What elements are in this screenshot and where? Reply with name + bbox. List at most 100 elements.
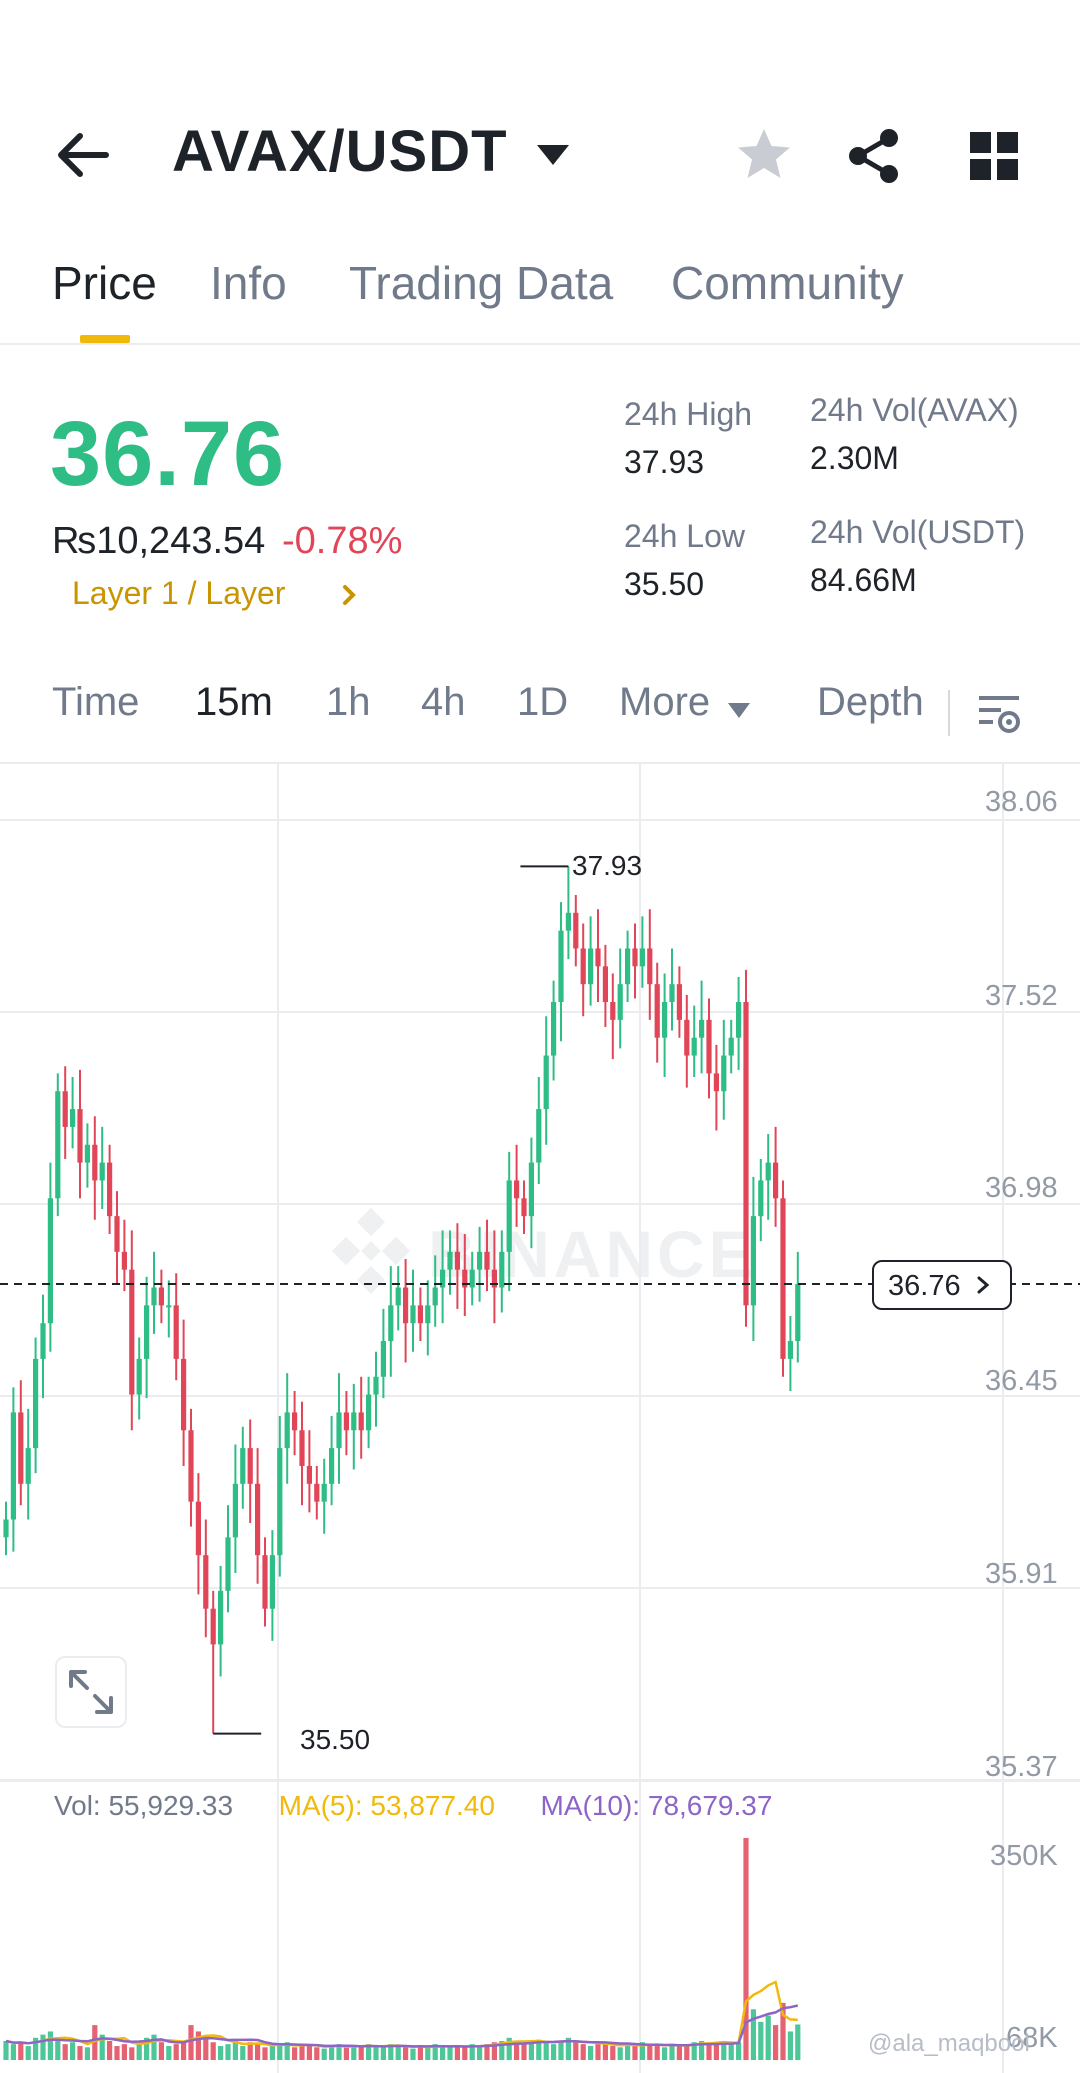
ma5-line <box>5 1980 798 2049</box>
volume-bar <box>750 2009 756 2060</box>
chart-settings-icon[interactable] <box>975 690 1023 738</box>
ma10-line <box>5 2004 799 2048</box>
volume-bar <box>721 2040 727 2060</box>
candle-body <box>47 1198 53 1324</box>
candle-body <box>506 1180 512 1252</box>
volume-bar <box>699 2040 705 2060</box>
volume-bar <box>440 2046 446 2060</box>
interval-more[interactable]: More <box>619 680 711 724</box>
candle-body <box>558 930 564 1003</box>
volume-bar <box>306 2044 312 2060</box>
volume-bar <box>506 2037 512 2060</box>
candle-body <box>543 1055 549 1110</box>
chart-top-divider <box>0 762 1080 764</box>
volume-bar <box>758 2021 764 2060</box>
interval-1h[interactable]: 1h <box>326 680 371 724</box>
tab-price[interactable]: Price <box>52 257 157 309</box>
volume-bar <box>240 2046 246 2060</box>
candle-body <box>469 1269 475 1288</box>
volume-bar <box>713 2042 719 2060</box>
chevron-right-icon[interactable] <box>340 580 360 610</box>
depth-tab[interactable]: Depth <box>817 680 924 724</box>
vol-quote-label: 24h Vol(USDT) <box>810 514 1026 550</box>
volume-bar <box>366 2044 372 2060</box>
volume-bar <box>610 2046 616 2060</box>
price-axis-tick: 37.52 <box>985 980 1058 1012</box>
sector-tag[interactable]: Layer 1 / Layer <box>72 575 286 611</box>
candle-body <box>70 1109 76 1127</box>
candle-body <box>129 1269 135 1395</box>
candle-body <box>588 948 594 985</box>
candle-body <box>632 948 638 967</box>
expand-icon <box>69 1670 113 1714</box>
candle-body <box>25 1448 31 1484</box>
volume-bar <box>284 2042 290 2060</box>
volume-bar <box>780 2002 786 2060</box>
volume-bar <box>647 2044 653 2060</box>
candle-body <box>395 1287 401 1306</box>
volume-bar <box>580 2044 586 2060</box>
share-icon[interactable] <box>846 128 902 184</box>
dropdown-caret-icon[interactable] <box>727 702 751 720</box>
candle-body <box>580 948 586 985</box>
volume-bar <box>787 2031 793 2060</box>
volume-bar <box>469 2044 475 2060</box>
candle-body <box>99 1162 105 1181</box>
candle-body <box>454 1251 460 1270</box>
candle-body <box>514 1180 520 1199</box>
volume-bar <box>543 2042 549 2060</box>
candle-body <box>432 1287 438 1306</box>
volume-bar <box>70 2042 76 2060</box>
candle-body <box>647 948 653 985</box>
volume-bar <box>25 2046 31 2060</box>
volume-bar <box>166 2046 172 2060</box>
candle-body <box>151 1287 157 1306</box>
candle-body <box>33 1358 39 1449</box>
volume-bar <box>454 2046 460 2060</box>
candle-body <box>18 1412 24 1484</box>
volume-axis-tick: 68K <box>1006 2022 1058 2054</box>
tab-trading-data[interactable]: Trading Data <box>349 257 614 309</box>
candle-body <box>765 1162 771 1181</box>
volume-bar <box>491 2042 497 2060</box>
candle-body <box>77 1109 83 1163</box>
volume-bar <box>210 2042 216 2060</box>
candle-body <box>380 1341 386 1377</box>
price-axis-tick: 35.91 <box>985 1558 1058 1590</box>
candlestick-chart[interactable] <box>0 762 1080 2073</box>
candle-body <box>136 1358 142 1395</box>
volume-bar <box>536 2039 542 2060</box>
star-icon[interactable] <box>735 126 793 184</box>
candle-body <box>728 1037 734 1056</box>
candle-body <box>669 984 675 1003</box>
interval-15m[interactable]: 15m <box>195 680 273 724</box>
candle-body <box>166 1305 172 1308</box>
candle-body <box>521 1198 527 1217</box>
candle-body <box>795 1283 801 1342</box>
candle-body <box>195 1501 201 1556</box>
volume-bar <box>40 2034 46 2060</box>
volume-bar <box>521 2044 527 2060</box>
pair-title[interactable]: AVAX/USDT <box>172 119 508 184</box>
volume-bar <box>595 2044 601 2060</box>
candle-body <box>181 1358 187 1431</box>
interval-time[interactable]: Time <box>52 680 140 724</box>
candle-body <box>388 1305 394 1342</box>
volume-bar <box>395 2046 401 2060</box>
volume-bar <box>351 2046 357 2060</box>
interval-1d[interactable]: 1D <box>517 680 569 724</box>
dropdown-caret-icon[interactable] <box>535 143 571 169</box>
back-arrow-icon[interactable] <box>50 122 116 188</box>
tab-info[interactable]: Info <box>210 257 287 309</box>
tab-bar: Price Info Trading Data Community <box>0 256 1080 344</box>
candle-body <box>758 1180 764 1217</box>
volume-bar <box>654 2046 660 2060</box>
candle-body <box>684 1019 690 1056</box>
volume-bar <box>551 2044 557 2060</box>
interval-4h[interactable]: 4h <box>421 680 466 724</box>
fullscreen-button[interactable] <box>55 1656 127 1728</box>
tab-community[interactable]: Community <box>671 257 904 309</box>
low-label: 24h Low <box>624 518 745 554</box>
candle-body <box>232 1483 238 1538</box>
grid-icon[interactable] <box>970 132 1018 180</box>
